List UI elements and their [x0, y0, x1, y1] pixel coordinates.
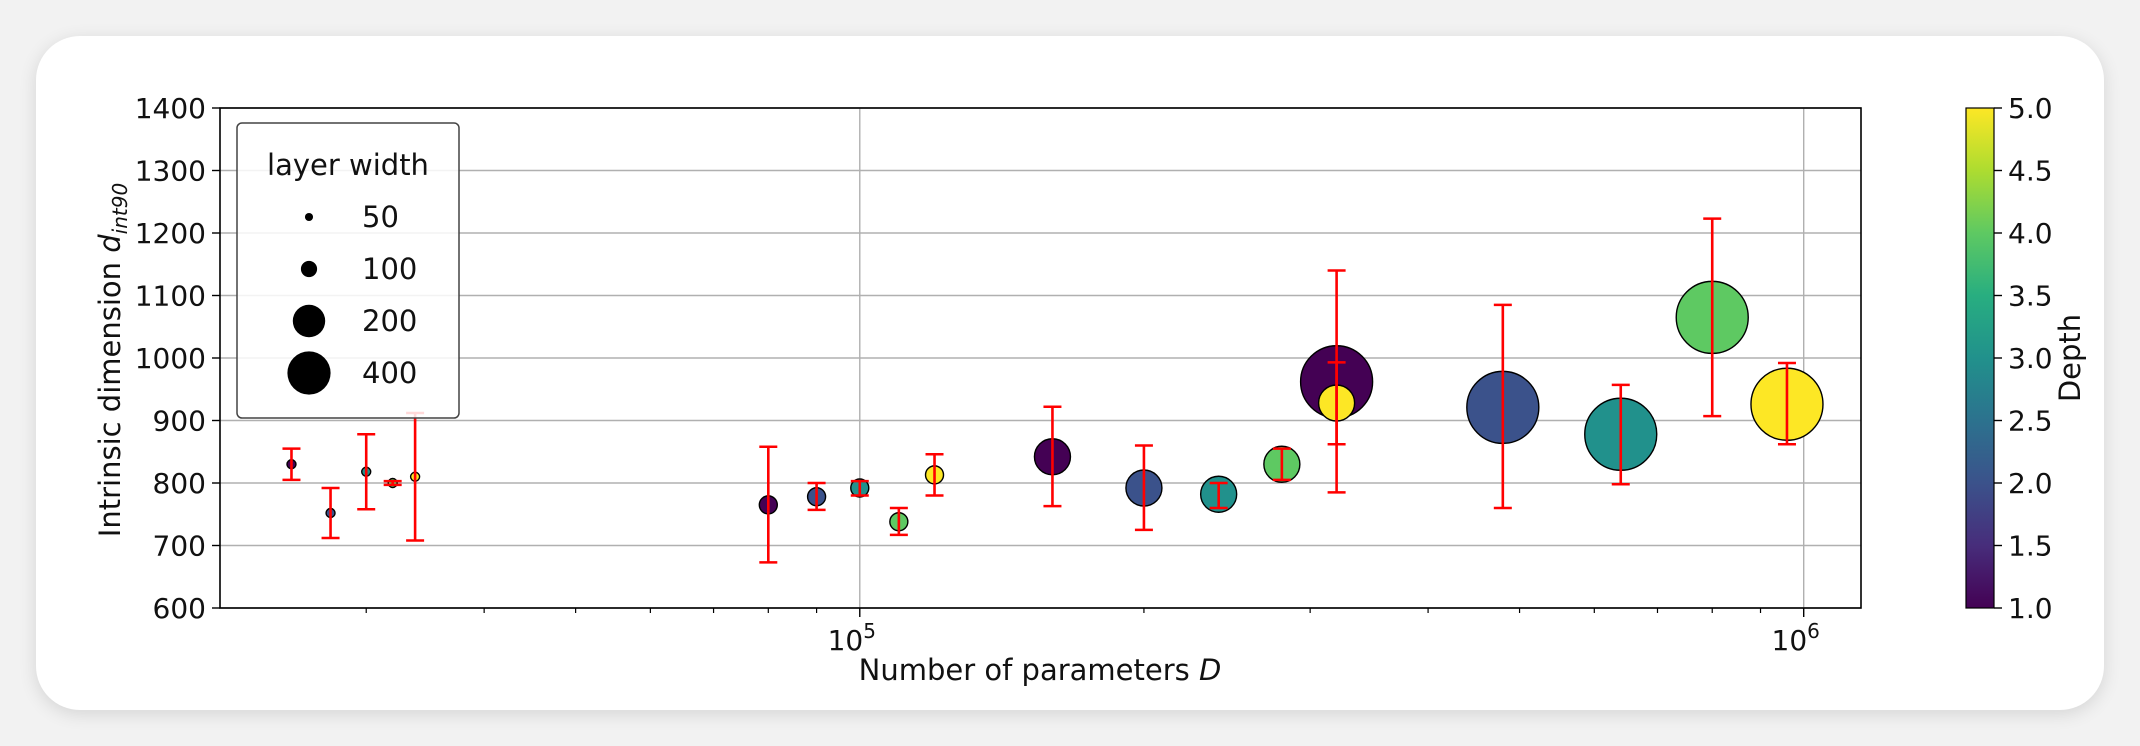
- y-tick-labels: 600 700 800 900 1000 1100 1200 1300 1400: [135, 92, 220, 625]
- legend-title: layer width: [267, 148, 429, 182]
- y-tick-label: 600: [153, 592, 206, 625]
- y-tick-label: 900: [153, 405, 206, 438]
- x-axis-label: Number of parameters D: [859, 653, 1222, 687]
- legend-entry-label: 50: [362, 200, 399, 234]
- legend-entry-label: 100: [362, 252, 417, 286]
- legend-marker: [300, 260, 318, 278]
- y-axis-label: Intrinsic dimension dint90: [93, 183, 132, 537]
- x-tick-labels: 105 106: [828, 608, 1820, 657]
- legend-entry-label: 400: [362, 356, 417, 390]
- colorbar-tick-label: 2.5: [2008, 405, 2053, 438]
- legend-marker: [287, 351, 331, 395]
- error-bars: [282, 217, 1796, 564]
- colorbar-tick-label: 4.0: [2008, 217, 2053, 250]
- colorbar-tick-label: 3.5: [2008, 280, 2053, 313]
- y-tick-label: 1400: [135, 92, 206, 125]
- legend-marker: [304, 212, 314, 222]
- colorbar-tick-label: 2.0: [2008, 467, 2053, 500]
- y-tick-label: 1300: [135, 155, 206, 188]
- colorbar-tick-label: 4.5: [2008, 155, 2053, 188]
- colorbar: [1965, 107, 1995, 609]
- y-tick-label: 700: [153, 530, 206, 563]
- legend: layer width 50 100 200 400: [236, 122, 460, 419]
- y-tick-label: 1200: [135, 217, 206, 250]
- y-tick-label: 1100: [135, 280, 206, 313]
- colorbar-label: Depth: [2053, 314, 2087, 402]
- colorbar-tick-label: 1.5: [2008, 530, 2053, 563]
- colorbar-tick-label: 5.0: [2008, 92, 2053, 125]
- grid-lines: [220, 107, 1861, 609]
- colorbar-tick-label: 1.0: [2008, 592, 2053, 625]
- legend-marker: [292, 304, 326, 338]
- y-tick-label: 800: [153, 467, 206, 500]
- colorbar-tick-label: 3.0: [2008, 342, 2053, 375]
- legend-entry-label: 200: [362, 304, 417, 338]
- legend-box: [236, 122, 460, 419]
- x-tick-label: 105: [828, 619, 876, 657]
- x-tick-label: 106: [1772, 619, 1820, 657]
- colorbar-ticks: 1.0 1.5 2.0 2.5 3.0 3.5 4.0 4.5 5.0: [1994, 92, 2053, 625]
- y-tick-label: 1000: [135, 342, 206, 375]
- x-minor-ticks: [365, 608, 1762, 613]
